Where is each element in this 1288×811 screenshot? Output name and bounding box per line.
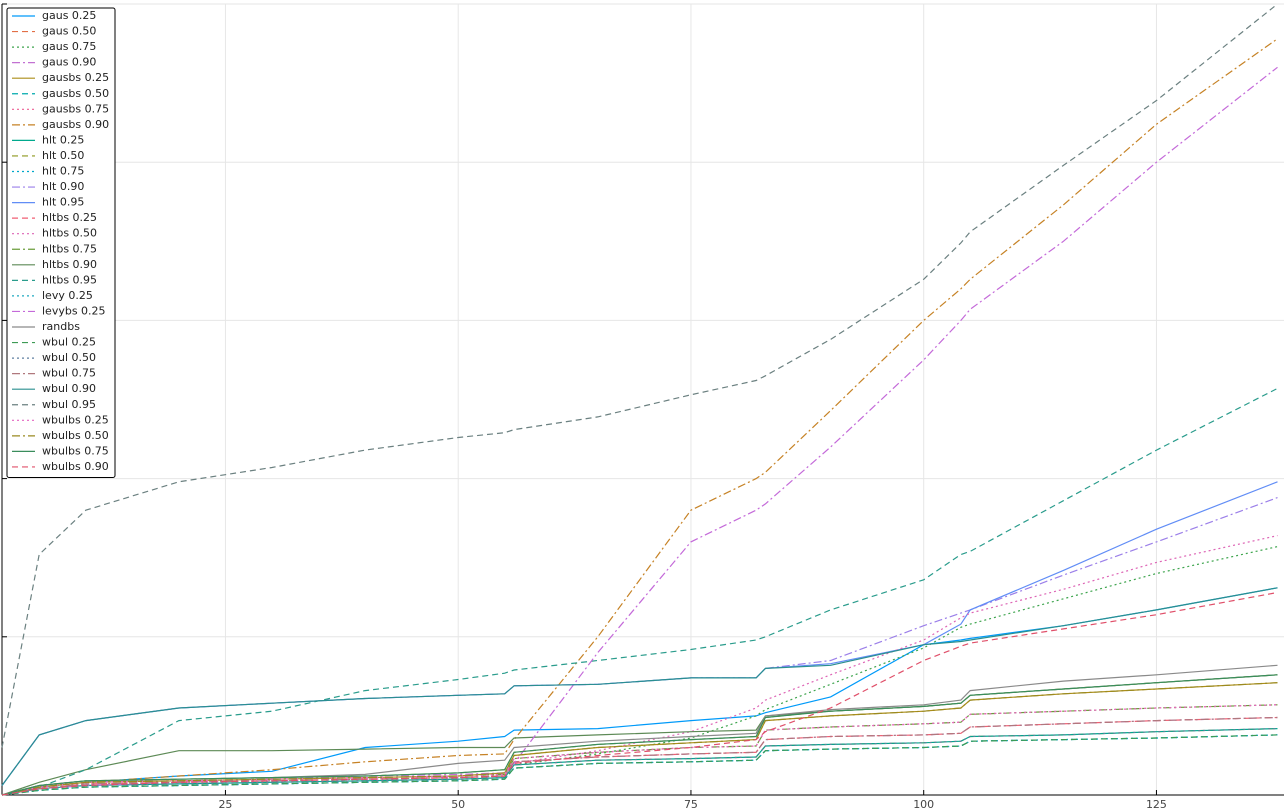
x-tick-label: 100 xyxy=(913,798,934,811)
legend-label: wbulbs 0.50 xyxy=(42,429,109,442)
legend-label: wbulbs 0.90 xyxy=(42,460,109,473)
series-line xyxy=(1,387,1278,796)
series-line xyxy=(1,734,1278,796)
legend-label: hltbs 0.50 xyxy=(42,227,97,240)
legend-label: wbul 0.50 xyxy=(42,351,96,364)
legend-label: hltbs 0.75 xyxy=(42,242,97,255)
series-line xyxy=(1,591,1278,796)
legend-label: hltbs 0.90 xyxy=(42,258,97,271)
series-line xyxy=(1,587,1278,786)
series-line xyxy=(1,682,1278,796)
legend-label: levybs 0.25 xyxy=(42,304,106,317)
legend-label: gaus 0.25 xyxy=(42,9,96,22)
x-tick-label: 25 xyxy=(218,798,232,811)
series-line xyxy=(1,587,1278,796)
legend-label: gaus 0.50 xyxy=(42,25,96,38)
series-line xyxy=(1,3,1278,748)
series-line xyxy=(1,734,1278,796)
series-line xyxy=(1,66,1278,796)
legend-label: gausbs 0.25 xyxy=(42,71,109,84)
legend-label: hltbs 0.95 xyxy=(42,273,97,286)
legend-label: gausbs 0.90 xyxy=(42,118,109,131)
x-tick-label: 50 xyxy=(451,798,465,811)
series-line xyxy=(1,674,1278,796)
series-line xyxy=(1,546,1278,796)
legend-label: hltbs 0.25 xyxy=(42,211,97,224)
series-line xyxy=(1,535,1278,796)
legend: gaus 0.25 gaus 0.50 gaus 0.75 gaus 0.90 gaus… xyxy=(6,7,116,478)
legend-label: gaus 0.90 xyxy=(42,56,96,69)
x-tick-label: 125 xyxy=(1146,798,1167,811)
series-line xyxy=(1,38,1278,796)
legend-label: wbul 0.90 xyxy=(42,382,96,395)
legend-label: wbul 0.25 xyxy=(42,336,96,349)
legend-label: hlt 0.90 xyxy=(42,180,84,193)
legend-label: gaus 0.75 xyxy=(42,40,96,53)
series-line xyxy=(1,734,1278,796)
legend-label: hlt 0.75 xyxy=(42,165,84,178)
legend-label: wbulbs 0.75 xyxy=(42,444,109,457)
series-line xyxy=(1,734,1278,796)
legend-label: gausbs 0.75 xyxy=(42,102,109,115)
legend-label: hlt 0.50 xyxy=(42,149,84,162)
legend-label: wbul 0.75 xyxy=(42,367,96,380)
legend-label: randbs xyxy=(42,320,80,333)
legend-label: hlt 0.25 xyxy=(42,133,84,146)
legend-label: levy 0.25 xyxy=(42,289,93,302)
series-line xyxy=(1,481,1278,786)
x-tick-label: 75 xyxy=(684,798,698,811)
legend-label: gausbs 0.50 xyxy=(42,87,109,100)
legend-label: wbulbs 0.25 xyxy=(42,413,109,426)
series-line xyxy=(1,728,1278,796)
legend-label: wbul 0.95 xyxy=(42,398,96,411)
legend-label: hlt 0.95 xyxy=(42,196,84,209)
